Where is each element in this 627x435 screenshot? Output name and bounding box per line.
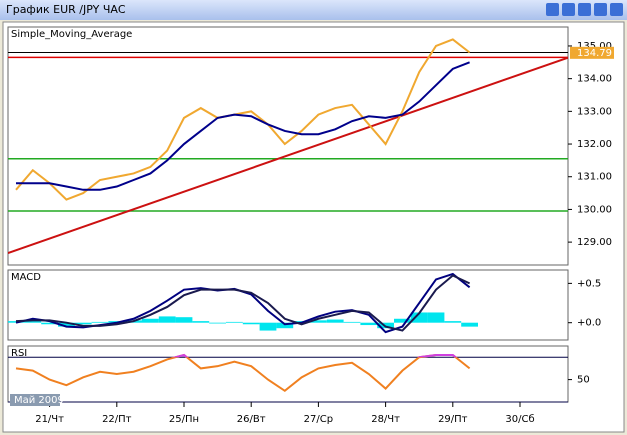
maximize-button[interactable] [594,3,607,16]
x-tick-label: 21/Чт [35,414,64,425]
y-tick-label: +0.0 [577,318,601,329]
panel-title: RSI [11,348,27,359]
y-tick-label: 133.00 [577,106,612,117]
help-button[interactable] [546,3,559,16]
histogram-bar [175,317,193,323]
price-tag-label: 134.79 [577,48,612,59]
histogram-bar [394,318,411,323]
histogram-bar [343,321,361,323]
trend-line [8,56,568,255]
x-tick-label: 28/Чт [371,414,400,425]
close-button[interactable] [610,3,623,16]
series-line [15,38,471,201]
y-tick-label: 130.00 [577,204,612,215]
histogram-bar [24,321,42,323]
window-title: График EUR /JPY ЧАС [6,3,126,16]
y-tick-label: 134.00 [577,74,612,85]
y-tick-label: 131.00 [577,172,612,183]
series-line [15,274,471,332]
histogram-bar [226,321,243,323]
y-tick-label: 132.00 [577,139,612,150]
histogram-bar [410,312,428,323]
period-label: Май 2009 [14,395,64,406]
tile-button[interactable] [562,3,575,16]
histogram-bar [158,316,176,323]
histogram-bar [276,322,294,329]
y-tick-label: 135.00 [577,41,612,52]
y-tick-label: 129.00 [577,237,612,248]
title-bar [0,0,627,20]
y-tick-label: 50 [577,375,590,386]
series-line [15,353,471,393]
histogram-bar [427,312,445,323]
histogram-bar [326,319,344,323]
x-tick-label: 25/Пн [169,414,199,425]
histogram-bar [192,321,210,323]
x-tick-label: 27/Ср [304,414,333,425]
x-tick-label: 22/Пт [102,414,132,425]
period-box [10,394,60,406]
panel [7,345,569,403]
y-tick-label: +0.5 [577,278,601,289]
x-tick-label: 30/Сб [505,414,534,425]
minimize-button[interactable] [578,3,591,16]
x-tick-label: 26/Вт [237,414,266,425]
series-line [16,61,470,191]
histogram-bar [142,318,159,323]
panel-title: Simple_Moving_Average [11,29,132,40]
histogram-bar [242,322,260,325]
histogram-bar [444,321,462,323]
window-buttons[interactable] [546,3,623,16]
x-tick-label: 29/Пт [438,414,468,425]
histogram-bar [259,322,277,331]
histogram-bar [461,322,478,327]
histogram-bar [58,322,75,327]
histogram-bar [74,322,92,325]
histogram-bar [91,321,109,323]
histogram-bar [310,320,327,323]
price-tag [570,46,614,59]
panel [7,269,569,341]
histogram-bar [360,322,378,326]
histogram-bar [41,322,58,325]
histogram-bar [209,322,226,324]
panel [7,26,569,266]
panel-title: MACD [11,272,41,283]
